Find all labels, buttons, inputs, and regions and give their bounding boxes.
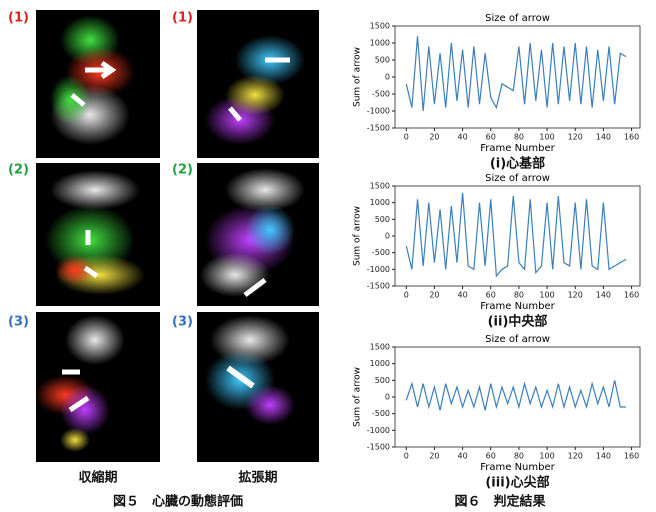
x-tick-label: 160 (624, 452, 639, 461)
x-tick-label: 60 (486, 452, 496, 461)
figure5-images (35, 10, 319, 462)
y-tick-label: 0 (385, 232, 390, 241)
figure-caption: 図６ 判定結果 (454, 494, 545, 510)
x-tick-label: 60 (486, 133, 496, 142)
x-tick-label: 160 (624, 133, 639, 142)
x-tick-label: 0 (404, 291, 409, 300)
x-tick-label: 20 (429, 133, 439, 142)
y-tick-label: 1500 (370, 343, 390, 352)
x-tick-label: 20 (429, 291, 439, 300)
y-tick-label: 1500 (370, 22, 390, 31)
row-label: (3) (8, 315, 29, 330)
column-label: 収縮期 (78, 470, 117, 486)
x-tick-label: 40 (457, 291, 467, 300)
x-tick-label: 100 (539, 452, 554, 461)
y-tick-label: 0 (385, 73, 390, 82)
y-tick-label: 1000 (370, 39, 390, 48)
x-tick-label: 120 (568, 452, 583, 461)
x-tick-label: 140 (596, 452, 611, 461)
x-tick-label: 160 (624, 291, 639, 300)
row-label: (1) (172, 11, 193, 26)
x-tick-label: 140 (596, 133, 611, 142)
x-tick-label: 140 (596, 291, 611, 300)
y-tick-label: -1000 (367, 426, 390, 435)
x-axis-label: Frame Number (480, 143, 555, 154)
x-tick-label: 80 (514, 291, 524, 300)
chart-caption: (ii)中央部 (488, 314, 548, 330)
x-tick-label: 100 (539, 133, 554, 142)
y-tick-label: -1500 (367, 282, 390, 291)
y-tick-label: -500 (372, 409, 390, 418)
y-tick-label: -500 (372, 90, 390, 99)
y-tick-label: 1000 (370, 198, 390, 207)
y-tick-label: 500 (375, 56, 390, 65)
y-tick-label: 0 (385, 393, 390, 402)
row-label: (2) (8, 163, 29, 178)
line-series (405, 380, 626, 411)
y-tick-label: -1500 (367, 443, 390, 452)
line-series (405, 36, 627, 112)
x-tick-label: 40 (457, 452, 467, 461)
row-label: (3) (172, 315, 193, 330)
y-tick-label: 500 (375, 215, 390, 224)
y-tick-label: -1000 (367, 265, 390, 274)
column-label: 拡張期 (238, 470, 277, 486)
chart-title: Size of arrow (485, 173, 550, 184)
chart-caption: (i)心基部 (490, 156, 545, 172)
x-tick-label: 80 (514, 133, 524, 142)
x-tick-label: 120 (568, 133, 583, 142)
x-tick-label: 0 (404, 133, 409, 142)
y-tick-label: 1500 (370, 182, 390, 191)
row-label: (1) (8, 11, 29, 26)
y-axis-label: Sum of arrow (353, 206, 363, 266)
x-tick-label: 20 (429, 452, 439, 461)
y-axis-label: Sum of arrow (353, 367, 363, 427)
x-tick-label: 120 (568, 291, 583, 300)
chart-title: Size of arrow (485, 334, 550, 345)
x-axis-label: Frame Number (480, 462, 555, 473)
y-tick-label: -1500 (367, 124, 390, 133)
y-tick-label: -1000 (367, 107, 390, 116)
line-series (405, 192, 627, 278)
x-tick-label: 100 (539, 291, 554, 300)
y-tick-label: 1000 (370, 359, 390, 368)
x-tick-label: 40 (457, 133, 467, 142)
x-tick-label: 0 (404, 452, 409, 461)
y-tick-label: -500 (372, 248, 390, 257)
x-axis-label: Frame Number (480, 301, 555, 312)
chart-title: Size of arrow (485, 13, 550, 24)
figure-caption: 図５ 心臓の動態評価 (113, 494, 243, 510)
y-tick-label: 500 (375, 376, 390, 385)
row-label: (2) (172, 163, 193, 178)
chart-caption: (iii)心尖部 (485, 475, 549, 491)
x-tick-label: 80 (514, 452, 524, 461)
x-tick-label: 60 (486, 291, 496, 300)
y-axis-label: Sum of arrow (353, 47, 363, 107)
